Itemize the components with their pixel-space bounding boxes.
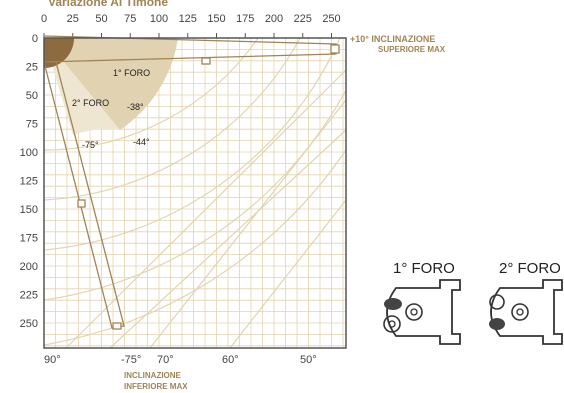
label-angle-38: -38° bbox=[127, 102, 144, 112]
y-tick-label: 250 bbox=[20, 318, 38, 330]
x-tick-label: 125 bbox=[179, 13, 197, 25]
y-tick-label: 200 bbox=[20, 261, 38, 273]
range-sectors bbox=[44, 38, 178, 135]
lower-hinge bbox=[77, 199, 86, 208]
y-tick-label: 25 bbox=[26, 62, 38, 74]
y-tick-label: 150 bbox=[20, 204, 38, 216]
y-tick-label: 100 bbox=[20, 147, 38, 159]
x-tick-label: 25 bbox=[67, 13, 79, 25]
x-tick-label: 200 bbox=[265, 13, 283, 25]
upper-limit-line1: +10° INCLINAZIONE bbox=[350, 34, 435, 44]
plot-frame bbox=[43, 37, 347, 349]
x-tick-label: 100 bbox=[150, 13, 168, 25]
x-tick-label: 50 bbox=[95, 13, 107, 25]
label-foro1: 1° FORO bbox=[113, 68, 150, 78]
label-foro2: 2° FORO bbox=[72, 98, 109, 108]
foro1-detail: 1° FORO bbox=[383, 260, 461, 345]
y-tick-label: 225 bbox=[20, 290, 38, 302]
y-tick-label: 175 bbox=[20, 233, 38, 245]
y-tick-label: 0 bbox=[32, 33, 38, 45]
x-tick-label: 75 bbox=[124, 13, 136, 25]
y-axis-ticks: 0 25 50 75 100 125 150 175 200 225 250 bbox=[20, 33, 38, 330]
angle-70: 70° bbox=[157, 354, 174, 366]
label-angle-75: -75° bbox=[82, 140, 99, 150]
upper-hinge bbox=[201, 57, 211, 65]
lower-limit-line1: INCLINAZIONE bbox=[124, 371, 182, 380]
label-angle-44: -44° bbox=[133, 137, 150, 147]
x-tick-label: 250 bbox=[322, 13, 340, 25]
y-tick-label: 125 bbox=[20, 176, 38, 188]
guide-arcs bbox=[43, 37, 347, 349]
boom-arms bbox=[43, 35, 340, 330]
upper-tip bbox=[330, 44, 340, 54]
foro1-title: 1° FORO bbox=[393, 260, 455, 277]
angle-minus75: -75° bbox=[121, 354, 141, 366]
y-tick-label: 75 bbox=[26, 119, 38, 131]
foro2-title: 2° FORO bbox=[499, 260, 561, 277]
x-tick-label: 175 bbox=[236, 13, 254, 25]
foro2-detail: 2° FORO bbox=[489, 260, 563, 345]
x-tick-label: 0 bbox=[41, 13, 47, 25]
sector-foro2 bbox=[44, 38, 120, 135]
angle-50: 50° bbox=[300, 354, 317, 366]
pivot-quarter bbox=[44, 38, 74, 68]
x-axis-ticks: 0 25 50 75 100 125 150 175 200 225 250 bbox=[41, 13, 341, 38]
angle-60: 60° bbox=[222, 354, 239, 366]
upper-limit-line2: SUPERIORE MAX bbox=[378, 45, 446, 54]
x-tick-label: 150 bbox=[207, 13, 225, 25]
y-tick-label: 50 bbox=[26, 90, 38, 102]
lower-tip bbox=[112, 322, 122, 330]
lower-limit-line2: INFERIORE MAX bbox=[124, 382, 188, 391]
angle-90: 90° bbox=[44, 354, 61, 366]
header-title: Variazione Al Timone bbox=[48, 0, 168, 9]
x-tick-label: 225 bbox=[294, 13, 312, 25]
